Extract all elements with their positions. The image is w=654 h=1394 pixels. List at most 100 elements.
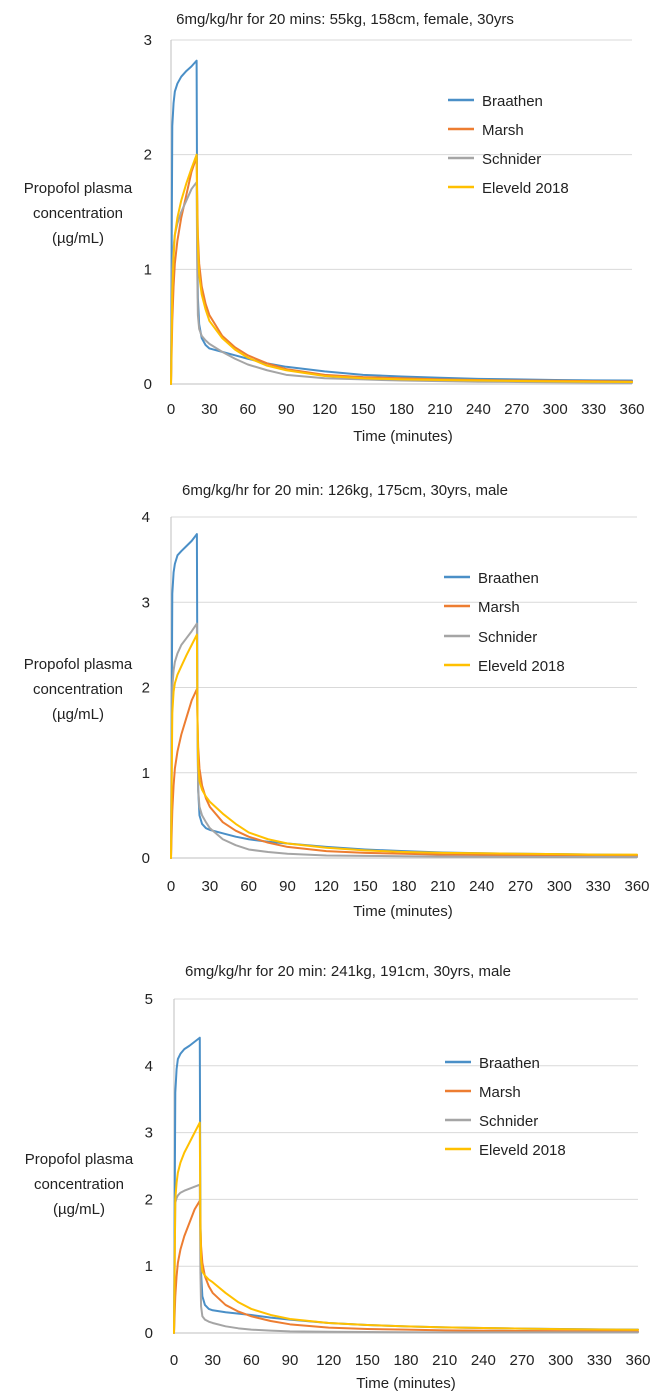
series-line-braathen: [173, 1036, 639, 1334]
y-tick-label: 0: [145, 1325, 153, 1342]
chart-title: 6mg/kg/hr for 20 min: 241kg, 191cm, 30yr…: [185, 963, 511, 980]
chart-title: 6mg/kg/hr for 20 mins: 55kg, 158cm, fema…: [176, 11, 514, 28]
x-tick-label: 180: [389, 401, 414, 418]
series-line-schnider: [170, 622, 638, 859]
y-tick-label: 4: [142, 509, 150, 526]
series-line-braathen: [170, 533, 638, 859]
y-tick-label: 2: [145, 1191, 153, 1208]
x-tick-label: 0: [167, 401, 175, 418]
x-tick-label: 120: [312, 401, 337, 418]
y-tick-label: 1: [144, 261, 152, 278]
chart-2-svg: 6mg/kg/hr for 20 min: 126kg, 175cm, 30yr…: [24, 482, 650, 920]
x-tick-label: 330: [586, 878, 611, 895]
y-axis-label-line-1: Propofol plasma: [24, 656, 133, 673]
series-line-eleveld-2018: [173, 1121, 639, 1334]
series-line-braathen: [170, 59, 633, 385]
legend-label-braathen: Braathen: [478, 570, 539, 587]
x-tick-label: 360: [619, 401, 644, 418]
x-tick-label: 210: [430, 878, 455, 895]
x-tick-label: 150: [353, 878, 378, 895]
x-tick-label: 330: [581, 401, 606, 418]
series-line-eleveld-2018: [170, 153, 633, 385]
x-tick-label: 30: [201, 401, 218, 418]
y-tick-label: 3: [145, 1125, 153, 1142]
y-tick-label: 1: [145, 1258, 153, 1275]
y-axis-label-line-1: Propofol plasma: [24, 180, 133, 197]
x-axis-label: Time (minutes): [356, 1375, 455, 1392]
y-axis-label-line-2: concentration: [33, 205, 123, 222]
x-tick-label: 90: [279, 878, 296, 895]
y-tick-label: 5: [145, 991, 153, 1008]
x-tick-label: 210: [427, 401, 452, 418]
y-tick-label: 3: [144, 32, 152, 49]
y-axis-label-line-3: (µg/mL): [52, 230, 104, 247]
chart-panel-3: 6mg/kg/hr for 20 min: 241kg, 191cm, 30yr…: [0, 950, 654, 1394]
x-axis-label: Time (minutes): [353, 428, 452, 445]
y-axis-label-line-3: (µg/mL): [52, 706, 104, 723]
legend-label-marsh: Marsh: [478, 599, 520, 616]
x-tick-label: 180: [391, 878, 416, 895]
y-tick-label: 4: [145, 1058, 153, 1075]
series-line-marsh: [170, 688, 638, 859]
legend-label-schnider: Schnider: [478, 629, 537, 646]
y-tick-label: 0: [144, 376, 152, 393]
y-axis-label-line-2: concentration: [33, 681, 123, 698]
chart-panel-2: 6mg/kg/hr for 20 min: 126kg, 175cm, 30yr…: [0, 470, 654, 930]
x-axis-label: Time (minutes): [353, 903, 452, 920]
legend: Braathen Marsh Schnider Eleveld 2018: [444, 570, 565, 675]
y-axis-label-line-3: (µg/mL): [53, 1201, 105, 1218]
legend-label-marsh: Marsh: [482, 122, 524, 139]
chart-panel-1: 6mg/kg/hr for 20 mins: 55kg, 158cm, fema…: [0, 0, 654, 460]
x-tick-label: 210: [432, 1352, 457, 1369]
y-tick-label: 2: [144, 147, 152, 164]
x-tick-label: 0: [167, 878, 175, 895]
x-tick-label: 90: [282, 1352, 299, 1369]
chart-3-svg: 6mg/kg/hr for 20 min: 241kg, 191cm, 30yr…: [25, 963, 651, 1392]
y-tick-label: 0: [142, 850, 150, 867]
legend-label-schnider: Schnider: [479, 1113, 538, 1130]
x-tick-label: 270: [509, 1352, 534, 1369]
x-tick-label: 270: [508, 878, 533, 895]
x-tick-label: 240: [469, 878, 494, 895]
x-tick-label: 330: [587, 1352, 612, 1369]
chart-1-svg: 6mg/kg/hr for 20 mins: 55kg, 158cm, fema…: [24, 11, 645, 445]
x-tick-label: 270: [504, 401, 529, 418]
legend-label-braathen: Braathen: [482, 93, 543, 110]
x-tick-label: 300: [543, 401, 568, 418]
x-tick-label: 0: [170, 1352, 178, 1369]
x-tick-label: 60: [243, 1352, 260, 1369]
y-tick-label: 3: [142, 594, 150, 611]
x-tick-label: 300: [548, 1352, 573, 1369]
x-tick-label: 90: [278, 401, 295, 418]
series-line-marsh: [173, 1199, 639, 1334]
series-line-schnider: [173, 1183, 639, 1334]
x-tick-label: 120: [316, 1352, 341, 1369]
y-tick-label: 2: [142, 680, 150, 697]
legend-label-braathen: Braathen: [479, 1055, 540, 1072]
series-line-eleveld-2018: [170, 633, 638, 859]
series-line-schnider: [170, 181, 633, 385]
x-tick-label: 240: [466, 401, 491, 418]
legend-label-schnider: Schnider: [482, 151, 541, 168]
legend-label-eleveld: Eleveld 2018: [479, 1142, 566, 1159]
x-tick-label: 60: [239, 401, 256, 418]
y-axis-label-line-1: Propofol plasma: [25, 1151, 134, 1168]
x-tick-label: 360: [625, 1352, 650, 1369]
x-tick-label: 150: [355, 1352, 380, 1369]
x-tick-label: 60: [240, 878, 257, 895]
x-tick-label: 150: [351, 401, 376, 418]
x-tick-label: 180: [393, 1352, 418, 1369]
y-tick-label: 1: [142, 765, 150, 782]
x-tick-label: 360: [624, 878, 649, 895]
chart-title: 6mg/kg/hr for 20 min: 126kg, 175cm, 30yr…: [182, 482, 508, 499]
legend: Braathen Marsh Schnider Eleveld 2018: [445, 1055, 566, 1159]
y-axis-label-line-2: concentration: [34, 1176, 124, 1193]
legend-label-eleveld: Eleveld 2018: [482, 180, 569, 197]
x-tick-label: 300: [547, 878, 572, 895]
legend: Braathen Marsh Schnider Eleveld 2018: [448, 93, 569, 197]
legend-label-marsh: Marsh: [479, 1084, 521, 1101]
x-tick-label: 240: [471, 1352, 496, 1369]
x-tick-label: 120: [314, 878, 339, 895]
x-tick-label: 30: [201, 878, 218, 895]
legend-label-eleveld: Eleveld 2018: [478, 658, 565, 675]
